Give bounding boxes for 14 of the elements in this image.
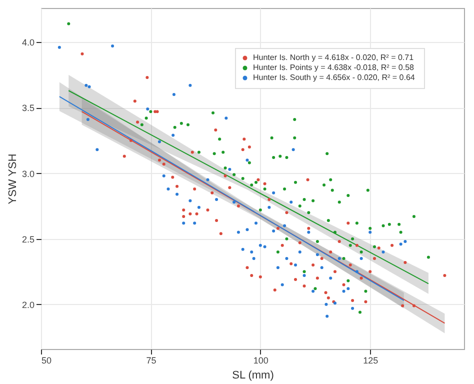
legend-label: Hunter Is. Points y = 4.638x -0.018, R² = 0.58 <box>253 63 415 72</box>
legend-label: Hunter Is. North y = 4.618x - 0.020, R² = 0.71 <box>253 53 414 62</box>
y-axis-title: YSW YSH <box>6 154 19 204</box>
legend-label: Hunter Is. South y = 4.656x - 0.020, R² = 0.64 <box>253 73 416 82</box>
y-tick-label: 2.0 <box>22 300 34 310</box>
x-tick-label: 75 <box>146 356 156 366</box>
y-tick-label: 3.5 <box>22 103 34 114</box>
y-tick-label: 3.0 <box>22 168 34 179</box>
y-tick-label: 2.5 <box>22 234 34 244</box>
x-tick-label: 100 <box>253 356 268 366</box>
x-tick-label: 125 <box>363 356 378 366</box>
x-axis-title: SL (mm) <box>232 370 274 382</box>
x-tick-label: 50 <box>42 356 52 366</box>
y-tick-label: 4.0 <box>22 38 34 48</box>
